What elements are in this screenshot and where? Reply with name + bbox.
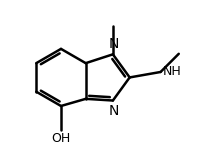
Text: N: N [109,104,119,118]
Text: N: N [109,37,119,51]
Text: OH: OH [51,132,71,145]
Text: NH: NH [162,65,181,78]
